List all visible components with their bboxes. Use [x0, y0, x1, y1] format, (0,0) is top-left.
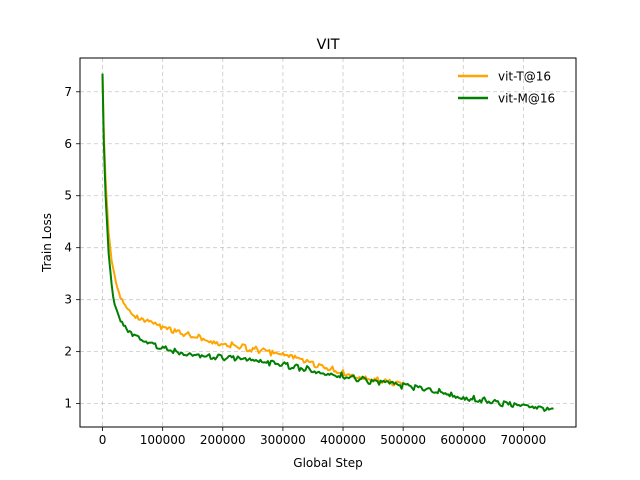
- grid-layer: [80, 58, 576, 427]
- y-axis-label: Train Loss: [40, 213, 54, 273]
- x-axis-ticks: 0 100000 200000 300000 400000 500000 600000 700…: [99, 427, 546, 447]
- y-tick-label: 4: [64, 241, 72, 255]
- chart-title: VIT: [316, 37, 339, 53]
- plot-frame: [79, 57, 577, 428]
- x-axis-label: Global Step: [293, 456, 362, 470]
- x-tick-label: 600000: [440, 433, 486, 447]
- y-tick-label: 2: [64, 345, 72, 359]
- x-tick-label: 200000: [200, 433, 246, 447]
- x-tick-label: 300000: [260, 433, 306, 447]
- x-tick-label: 500000: [380, 433, 426, 447]
- x-tick-label: 100000: [140, 433, 186, 447]
- legend-label: vit-T@16: [498, 70, 551, 84]
- y-tick-label: 6: [64, 137, 72, 151]
- legend: vit-T@16 vit-M@16: [458, 70, 555, 106]
- x-tick-label: 0: [99, 433, 107, 447]
- x-tick-label: 700000: [500, 433, 546, 447]
- legend-label: vit-M@16: [498, 92, 555, 106]
- x-tick-label: 400000: [320, 433, 366, 447]
- y-axis-ticks: 1 2 3 4 5 6 7: [64, 85, 80, 411]
- series-line-vit-M@16: [101, 73, 554, 412]
- y-tick-label: 5: [64, 189, 72, 203]
- y-tick-label: 1: [64, 397, 72, 411]
- y-tick-label: 3: [64, 293, 72, 307]
- series-layer: [101, 73, 554, 412]
- y-tick-label: 7: [64, 85, 72, 99]
